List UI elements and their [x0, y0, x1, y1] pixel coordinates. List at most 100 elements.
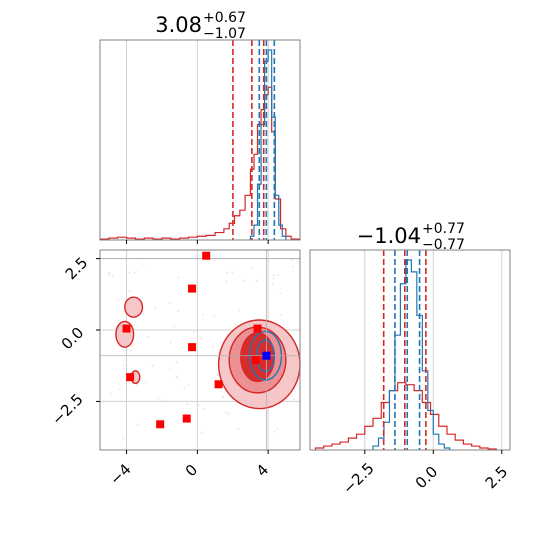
title-plus-x: +0.67	[203, 10, 246, 26]
scatter-point	[177, 310, 180, 312]
scatter-point	[177, 377, 179, 380]
scatter-point	[279, 313, 282, 316]
contour-island	[124, 296, 144, 318]
y-tick-labels: 2.5 0.0 −2.5	[48, 254, 91, 429]
scatter-point	[235, 323, 237, 325]
scatter-point	[133, 271, 136, 274]
title-plus-y: +0.77	[422, 221, 465, 237]
scatter-point	[187, 384, 190, 387]
scatter-point	[175, 375, 178, 378]
scatter-point	[118, 388, 121, 391]
sample-marker	[214, 380, 223, 389]
scatter-point	[237, 428, 240, 430]
scatter-point	[272, 274, 275, 276]
scatter-point	[222, 396, 225, 398]
scatter-point	[109, 393, 112, 395]
scatter-point	[117, 299, 120, 301]
title-minus-x: −1.07	[203, 26, 246, 42]
histogram-series	[99, 86, 301, 240]
scatter-point	[157, 397, 160, 400]
scatter-point	[154, 306, 156, 309]
x-tick-label: 2.5	[482, 463, 512, 493]
sample-marker	[156, 420, 165, 429]
panel-2d: 2.5 0.0 −2.5 −4 0 4	[48, 249, 301, 489]
scatter-point	[200, 337, 203, 340]
scatter-point	[146, 336, 149, 338]
axes-frame	[99, 39, 301, 241]
scatter-point	[213, 315, 215, 318]
scatter-point	[111, 275, 114, 278]
x-tick-labels-y: −2.5 0.0 2.5	[339, 459, 511, 497]
scatter-point	[183, 386, 186, 389]
x-tick-labels-2d: −4 0 4	[106, 460, 272, 488]
sample-marker	[126, 373, 135, 382]
scatter-point	[151, 364, 154, 367]
scatter-point	[108, 273, 111, 276]
scatter-point	[173, 325, 175, 328]
scatter-point	[169, 367, 172, 369]
title-minus-y: −0.77	[422, 237, 465, 253]
scatter-point	[291, 258, 293, 261]
scatter-point	[203, 407, 206, 410]
sample-marker	[122, 324, 131, 333]
scatter-point	[161, 399, 164, 402]
scatter-point	[122, 364, 125, 367]
title-value-x: 3.08	[155, 13, 202, 37]
sample-marker	[202, 251, 211, 260]
scatter-point	[130, 349, 132, 352]
scatter-point	[136, 384, 139, 386]
sample-marker	[253, 324, 262, 333]
scatter-point	[175, 361, 178, 364]
scatter-point	[169, 302, 171, 305]
scatter-point	[197, 404, 200, 406]
scatter-point	[225, 411, 228, 414]
scatter-point	[136, 423, 139, 426]
panel-hist-x: 3.08 +0.67 −1.07	[99, 10, 301, 244]
scatter-point	[231, 271, 234, 273]
scatter-point	[251, 267, 254, 270]
y-tick-label: 2.5	[62, 254, 92, 284]
x-tick-label: −2.5	[339, 459, 377, 497]
scatter-point	[212, 346, 214, 348]
scatter-point	[279, 292, 282, 295]
panel-hist-y: −1.04 +0.77 −0.77 −2.5 0.0 2.5	[309, 221, 511, 498]
y-tick-label: −2.5	[48, 390, 86, 428]
scatter-point	[177, 276, 180, 279]
scatter-point	[238, 309, 240, 311]
x-tick-label: 4	[253, 461, 272, 480]
scatter-point	[130, 345, 133, 348]
scatter-point	[186, 403, 188, 405]
sample-marker	[251, 356, 260, 364]
scatter-point	[225, 280, 228, 283]
scatter-point	[277, 274, 280, 276]
scatter-point	[192, 331, 195, 333]
axes-frame	[309, 249, 511, 451]
scatter-point	[128, 290, 131, 292]
scatter-point	[128, 272, 131, 274]
scatter-point	[243, 279, 246, 282]
scatter-point	[144, 381, 147, 384]
scatter-point	[143, 263, 145, 265]
scatter-point	[276, 427, 279, 430]
sample-marker	[188, 284, 197, 293]
scatter-point	[217, 374, 219, 377]
histogram-series	[314, 382, 497, 450]
scatter-point	[201, 313, 204, 316]
scatter-point	[122, 437, 124, 440]
title-value-y: −1.04	[357, 224, 421, 248]
scatter-point	[272, 282, 274, 285]
scatter-point	[292, 265, 295, 268]
x-tick-label: 0.0	[412, 463, 442, 493]
y-tick-label: 0.0	[58, 324, 88, 354]
sample-marker	[182, 414, 191, 423]
scatter-point	[293, 398, 295, 400]
scatter-point	[226, 271, 229, 274]
truth-marker	[262, 351, 271, 360]
x-tick-label: −4	[106, 460, 134, 488]
histogram-series	[249, 49, 287, 240]
scatter-point	[255, 279, 258, 282]
scatter-point	[227, 413, 230, 416]
sample-marker	[188, 343, 197, 352]
scatter-point	[274, 431, 276, 433]
